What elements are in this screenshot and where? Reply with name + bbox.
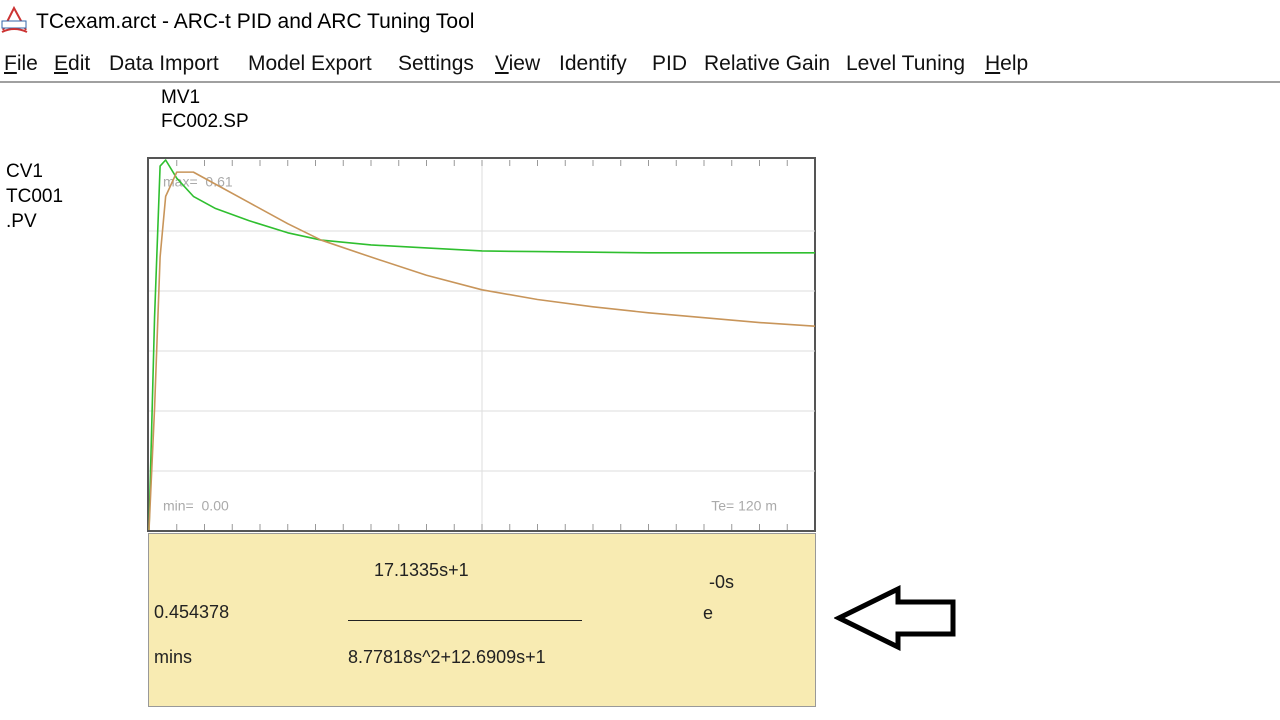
- menu-item[interactable]: Model Export: [248, 52, 372, 75]
- exp-base: e: [703, 603, 714, 623]
- menu-item[interactable]: Help: [985, 52, 1029, 75]
- numerator: 17.1335s+1: [374, 560, 469, 580]
- menu-item[interactable]: PID: [652, 52, 688, 75]
- cv-label: .PV: [6, 211, 37, 232]
- menu-item[interactable]: Edit: [54, 52, 91, 75]
- denominator: 8.77818s^2+12.6909s+1: [348, 647, 546, 667]
- menu-item[interactable]: File: [4, 52, 38, 75]
- menu-item[interactable]: Relative Gain: [704, 52, 831, 75]
- menu-item[interactable]: View: [495, 52, 541, 75]
- max-label: max= 0.61: [163, 174, 233, 190]
- exp-power: -0s: [709, 572, 735, 592]
- cv-label: TC001: [6, 186, 64, 207]
- series-line: [148, 171, 816, 531]
- mv-label: MV1: [161, 87, 201, 108]
- menu-item[interactable]: Level Tuning: [846, 52, 966, 75]
- menu-item[interactable]: Data Import: [109, 52, 219, 75]
- gain: 0.454378: [154, 602, 230, 622]
- app-icon: [1, 5, 28, 33]
- model-box: 17.1335s+1 0.454378 mins 8.77818s^2+12.6…: [148, 533, 816, 707]
- plot: max= 0.61 min= 0.00 Te= 120 m: [147, 157, 816, 532]
- window-title: TCexam.arct - ARC-t PID and ARC Tuning T…: [36, 10, 475, 33]
- menu-item[interactable]: Identify: [559, 52, 627, 75]
- mv-label: FC002.SP: [161, 111, 249, 132]
- units: mins: [154, 647, 193, 667]
- te-label: Te= 120 m: [711, 498, 777, 514]
- fraction-line: [348, 620, 582, 621]
- cv-label: CV1: [6, 161, 43, 182]
- arrow-icon: [834, 582, 958, 656]
- min-label: min= 0.00: [163, 498, 229, 514]
- menu-separator: [0, 81, 1280, 83]
- menu-item[interactable]: Settings: [398, 52, 474, 75]
